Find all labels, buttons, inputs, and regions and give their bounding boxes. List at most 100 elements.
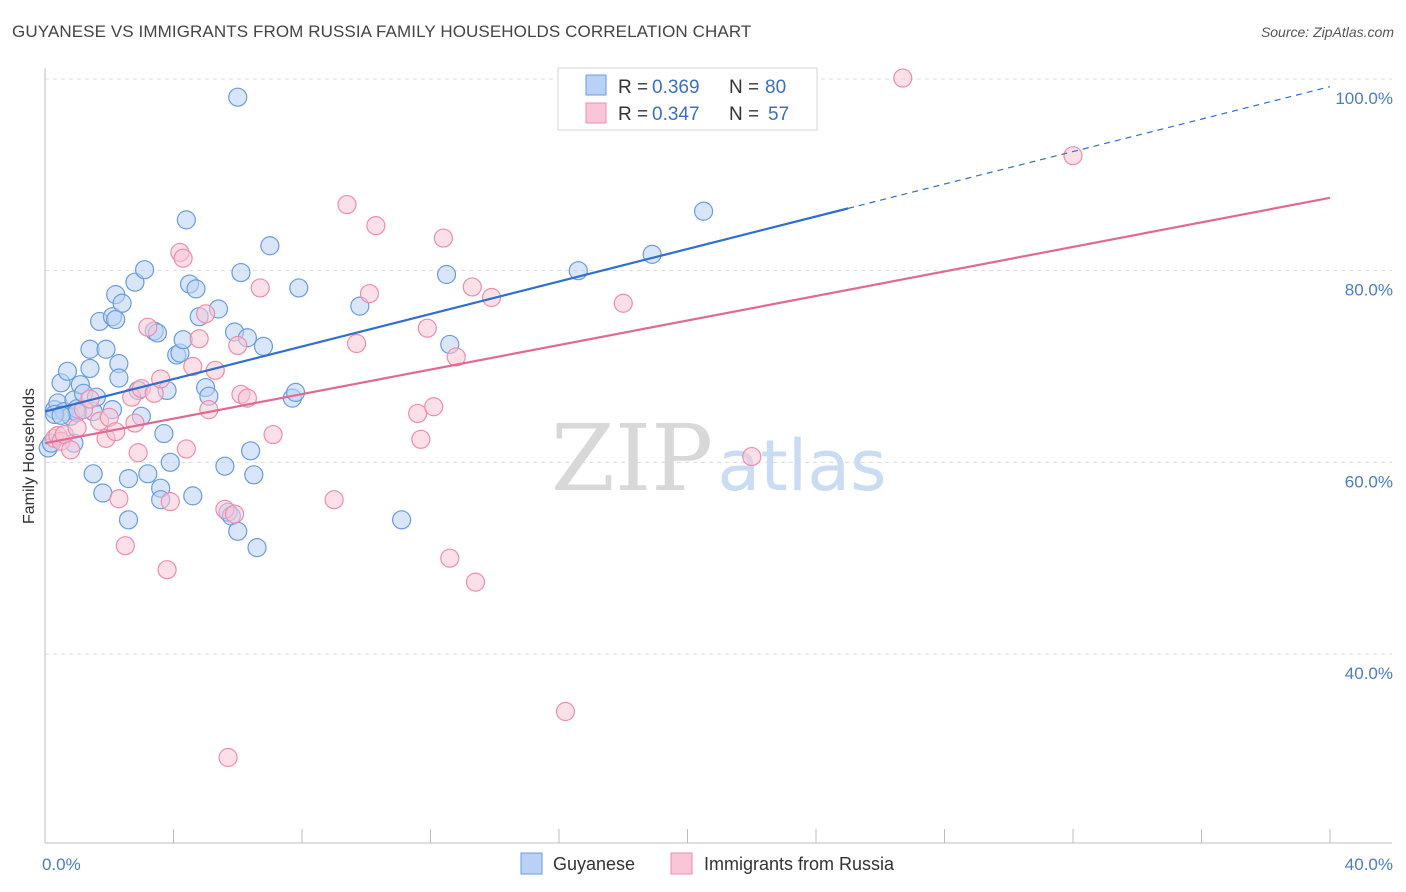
guyanese-point [289, 278, 309, 298]
russia-point [440, 548, 460, 568]
guyanese-point [391, 510, 412, 530]
russia-point [125, 413, 145, 433]
legend-swatch-guyanese [585, 74, 607, 96]
russia-point [61, 440, 81, 460]
russia-point [1063, 146, 1083, 166]
russia-point [347, 333, 367, 354]
russia-point [218, 747, 238, 768]
russia-point [411, 429, 431, 449]
bottom-legend-label-russia: Immigrants from Russia [704, 854, 895, 874]
russia-point [408, 403, 428, 424]
bottom-legend-label-guyanese: Guyanese [553, 854, 635, 874]
guyanese-point [244, 465, 264, 485]
data-points [38, 68, 1083, 768]
russia-point [250, 278, 270, 298]
legend-r-label-guyanese: R = [618, 77, 648, 98]
guyanese-point [160, 452, 180, 472]
guyanese-point [154, 423, 174, 444]
watermark: ZIP atlas [551, 405, 887, 512]
guyanese-point [241, 441, 261, 461]
y-tick-label-60: 60.0% [1345, 472, 1393, 491]
guyanese-point [231, 262, 251, 283]
y-tick-label-40: 40.0% [1345, 664, 1393, 683]
bottom-legend-swatch-guyanese [520, 852, 543, 875]
legend-r-value-guyanese: 0.369 [652, 77, 700, 98]
watermark-atlas: atlas [717, 425, 886, 507]
guyanese-point [80, 339, 100, 359]
chart-title: GUYANESE VS IMMIGRANTS FROM RUSSIA FAMIL… [12, 22, 752, 41]
guyanese-point [118, 510, 139, 530]
russia-point [359, 284, 380, 304]
legend-n-label-guyanese: N = [729, 77, 759, 98]
guyanese-point [173, 330, 193, 350]
guyanese-point [285, 382, 306, 402]
bottom-legend-swatch-russia [670, 852, 693, 875]
grid-lines [45, 78, 1392, 655]
russia-point [196, 304, 216, 324]
russia-point [366, 216, 386, 236]
guyanese-point [109, 368, 129, 388]
legend-n-value-guyanese: 80 [765, 77, 786, 98]
guyanese-point [112, 293, 132, 313]
x-tick-label-40: 40.0% [1345, 855, 1393, 874]
russia-point [160, 492, 180, 512]
guyanese-point [93, 483, 113, 503]
legend-r-value-russia: 0.347 [652, 104, 700, 125]
russia-point [109, 489, 129, 509]
russia-point [263, 424, 283, 445]
trend-lines [44, 86, 1331, 445]
russia-point [893, 68, 913, 88]
russia-point [128, 443, 148, 463]
guyanese-point [436, 264, 457, 285]
russia-point [173, 248, 193, 268]
legend-n-label-russia: N = [729, 104, 759, 125]
guyanese-point [176, 210, 196, 230]
legend-n-value-russia: 57 [768, 104, 789, 125]
russia-point [189, 329, 209, 349]
trend-line-guyanese [44, 207, 849, 413]
watermark-zip: ZIP [551, 405, 713, 512]
bottom-legend: Guyanese Immigrants from Russia [520, 852, 895, 875]
y-tick-label-80: 80.0% [1345, 281, 1393, 300]
legend: R = 0.369 N = 80 R = 0.347 N = 57 [557, 67, 818, 131]
guyanese-point [83, 464, 103, 484]
russia-point [555, 701, 576, 722]
guyanese-point [118, 469, 139, 489]
trend-extension-guyanese [847, 86, 1331, 209]
russia-point [433, 228, 453, 248]
russia-point [151, 369, 171, 389]
russia-point [183, 356, 203, 377]
russia-point [138, 317, 158, 337]
russia-point [446, 347, 466, 367]
guyanese-point [134, 260, 155, 280]
guyanese-point [186, 279, 206, 299]
y-tick-label-100: 100.0% [1335, 89, 1393, 108]
russia-point [465, 572, 486, 592]
russia-point [424, 397, 444, 417]
y-axis-label: Family Households [21, 388, 38, 524]
guyanese-point [183, 486, 203, 506]
guyanese-point [106, 309, 126, 330]
guyanese-point [693, 201, 714, 221]
russia-point [337, 194, 357, 215]
x-tick-label-0: 0.0% [42, 855, 81, 874]
russia-point [742, 446, 762, 467]
russia-point [157, 560, 177, 580]
trend-line-russia [44, 196, 1331, 445]
russia-point [324, 490, 344, 510]
russia-point [228, 335, 248, 356]
guyanese-point [228, 87, 248, 107]
guyanese-point [215, 456, 235, 476]
russia-point [67, 418, 87, 438]
guyanese-point [253, 336, 274, 356]
russia-point [115, 536, 135, 556]
guyanese-point [96, 339, 116, 359]
guyanese-point [247, 538, 267, 558]
guyanese-point [57, 361, 78, 381]
russia-point [176, 439, 196, 459]
guyanese-point [80, 358, 100, 379]
guyanese-point [138, 464, 158, 484]
russia-point [462, 277, 482, 297]
russia-point [224, 504, 245, 524]
